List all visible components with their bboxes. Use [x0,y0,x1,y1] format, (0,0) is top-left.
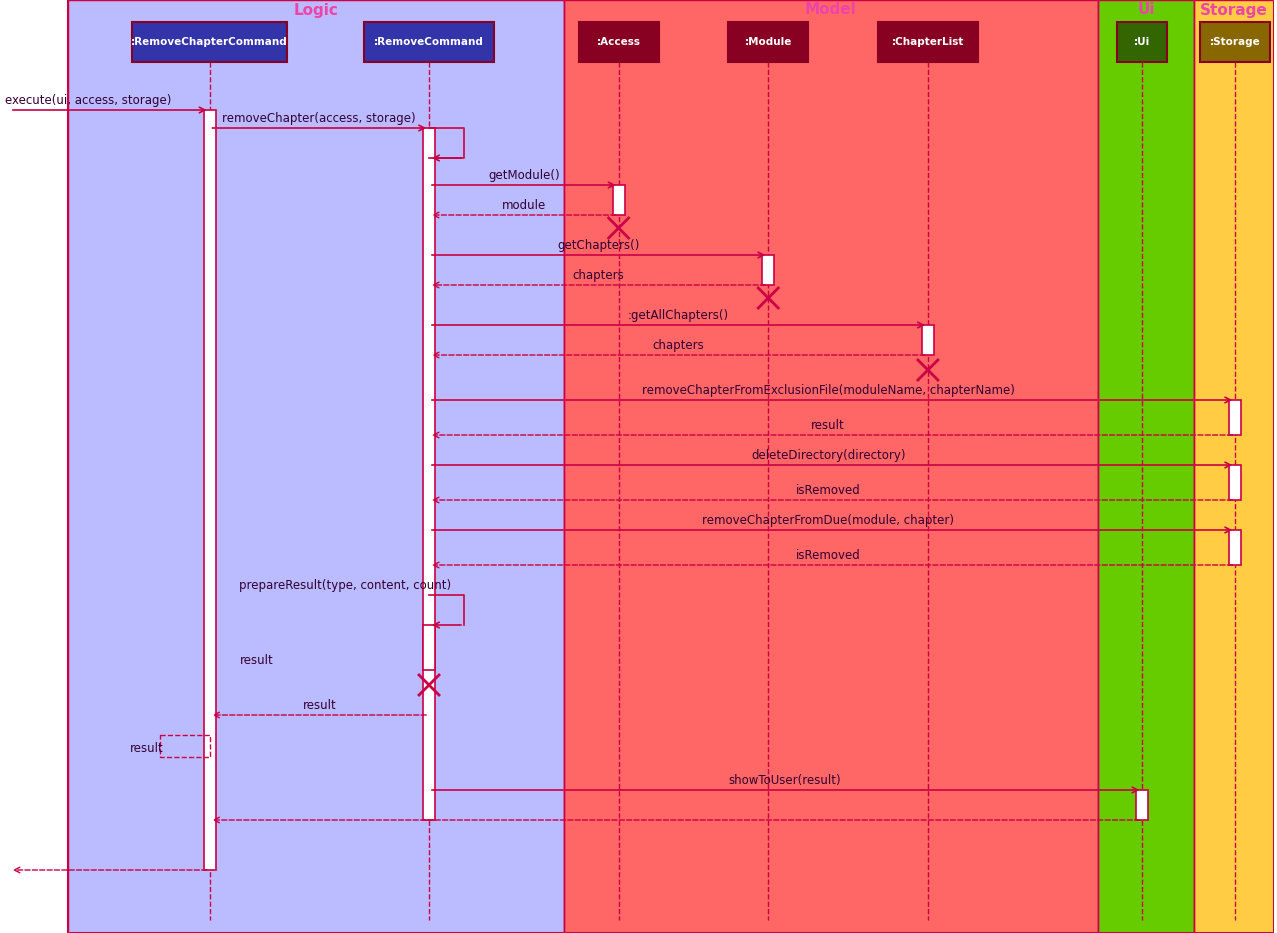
Bar [1200,22,1271,62]
Bar [1230,400,1241,435]
Bar [68,0,563,933]
Text: removeChapterFromExclusionFile(moduleName, chapterName): removeChapterFromExclusionFile(moduleNam… [642,384,1014,397]
Bar [613,185,624,215]
Text: showToUser(result): showToUser(result) [729,774,842,787]
Bar [423,128,435,820]
Text: :Storage: :Storage [1209,37,1260,47]
Text: :RemoveCommand: :RemoveCommand [374,37,484,47]
Text: :ChapterList: :ChapterList [891,37,964,47]
Text: result: result [130,742,163,755]
Bar [728,22,808,62]
Bar [922,325,933,355]
Text: removeChapterFromDue(module, chapter): removeChapterFromDue(module, chapter) [702,514,954,527]
Bar [1230,465,1241,500]
Bar [1137,790,1148,820]
Bar [1230,530,1241,565]
Text: :getAllChapters(): :getAllChapters() [628,309,729,322]
Bar [879,22,978,62]
Text: result: result [811,419,845,432]
Text: removeChapter(access, storage): removeChapter(access, storage) [222,112,416,125]
Bar [563,0,1097,933]
Text: getModule(): getModule() [488,169,559,182]
Text: :Ui: :Ui [1134,37,1151,47]
Bar [1194,0,1274,933]
Text: isRemoved: isRemoved [796,484,861,497]
Text: result: result [303,699,336,712]
Text: execute(ui, access, storage): execute(ui, access, storage) [5,94,171,107]
Bar [578,22,659,62]
Bar [203,110,216,870]
Bar [133,22,287,62]
Text: chapters: chapters [653,339,705,352]
Text: :Access: :Access [596,37,641,47]
Text: Storage: Storage [1200,3,1268,18]
Text: prepareResult(type, content, count): prepareResult(type, content, count) [240,579,452,592]
Text: :RemoveChapterCommand: :RemoveChapterCommand [132,37,287,47]
Text: chapters: chapters [573,269,624,282]
Bar [160,735,209,757]
Text: module: module [502,199,547,212]
Text: isRemoved: isRemoved [796,549,861,562]
Bar [423,625,435,670]
Text: result: result [240,654,273,667]
Text: getChapters(): getChapters() [558,239,640,252]
Bar [762,255,774,285]
Bar [1097,0,1194,933]
Bar [1117,22,1167,62]
Text: deleteDirectory(directory): deleteDirectory(directory) [751,449,905,462]
Text: Model: Model [805,3,857,18]
Text: Ui: Ui [1137,3,1154,18]
Text: :Module: :Module [744,37,792,47]
Bar [364,22,494,62]
Text: Logic: Logic [294,3,338,18]
